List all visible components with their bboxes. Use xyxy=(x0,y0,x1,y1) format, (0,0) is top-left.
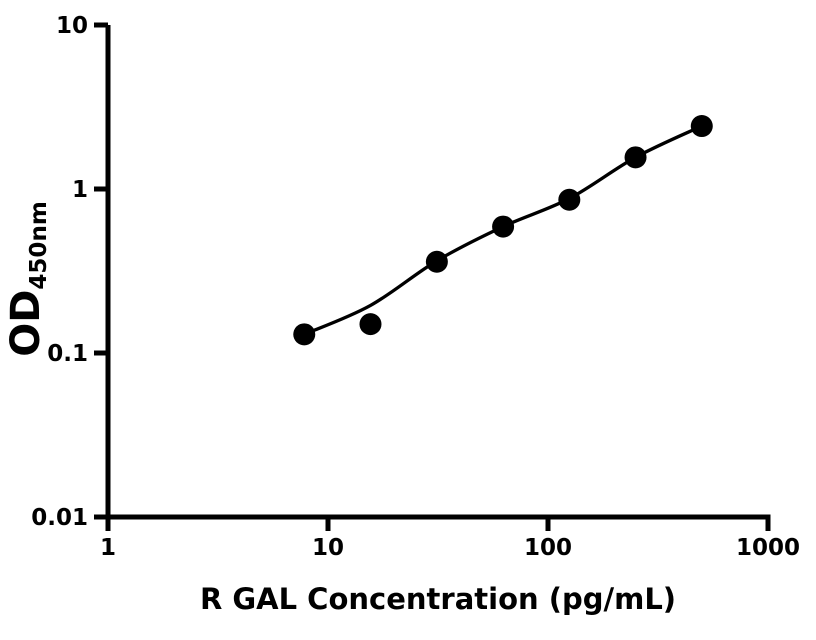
y-tick-label: 1 xyxy=(72,177,88,203)
data-point-marker xyxy=(558,188,581,211)
x-tick-label: 1000 xyxy=(736,535,800,561)
y-axis-title-main: OD xyxy=(3,289,49,357)
y-tick-label: 10 xyxy=(56,13,88,39)
y-axis-title-subscript: 450nm xyxy=(26,201,52,290)
y-axis-title: OD450nm xyxy=(3,201,52,357)
data-point-marker xyxy=(425,250,448,273)
y-tick-label: 0.01 xyxy=(31,505,88,531)
x-tick-label: 10 xyxy=(312,535,344,561)
y-tick-label: 0.1 xyxy=(47,341,88,367)
x-axis-title: R GAL Concentration (pg/mL) xyxy=(199,582,677,616)
x-tick-label: 100 xyxy=(524,535,572,561)
data-point-marker xyxy=(624,146,647,169)
data-point-marker xyxy=(359,313,382,336)
x-tick-label: 1 xyxy=(100,535,116,561)
data-point-marker xyxy=(690,115,713,138)
data-point-marker xyxy=(293,323,316,346)
data-point-marker xyxy=(492,215,515,238)
